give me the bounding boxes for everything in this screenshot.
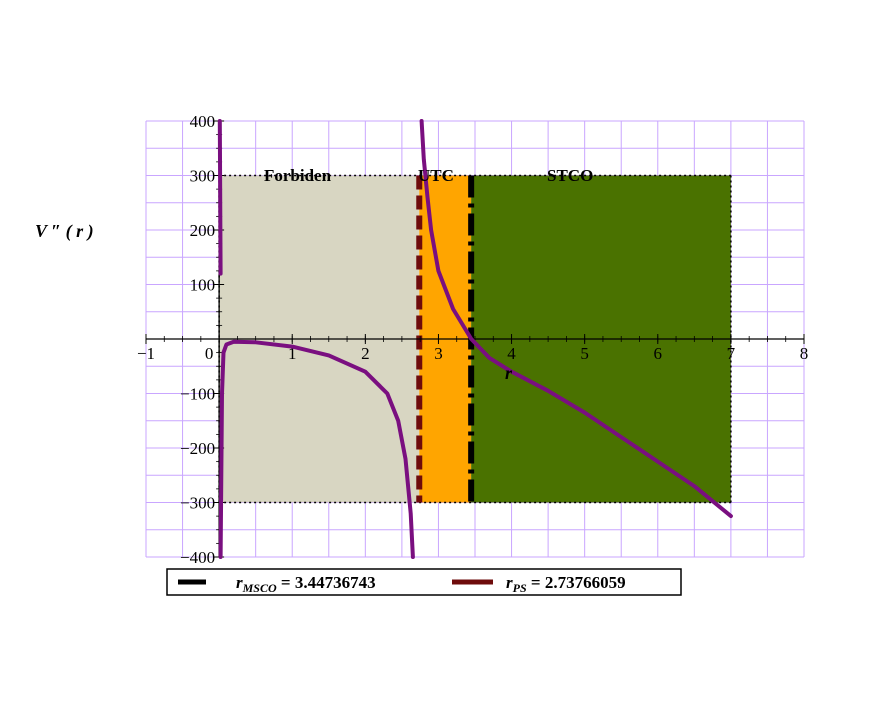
y-tick-label: 200: [190, 221, 216, 240]
x-tick-label: 6: [654, 344, 663, 363]
y-axis-title: V ″ ( r ): [35, 221, 94, 242]
x-tick-label: 1: [288, 344, 297, 363]
curve-segment: [419, 119, 733, 519]
x-tick-label: 2: [361, 344, 370, 363]
x-tick-label: 0: [205, 344, 214, 363]
x-axis-title: r: [505, 363, 513, 383]
labels: Forbiden UTC STCO: [264, 166, 593, 185]
curves: [217, 119, 733, 559]
region-label-utc: UTC: [418, 166, 454, 185]
x-tick-label: 7: [727, 344, 736, 363]
region-label-stco: STCO: [547, 166, 593, 185]
y-tick-label: 100: [190, 276, 216, 295]
legend-label: rPS = 2.73766059: [506, 573, 626, 595]
legend-label: rMSCO = 3.44736743: [236, 573, 376, 595]
y-tick-label: −200: [180, 439, 215, 458]
legend: rMSCO = 3.44736743 rPS = 2.73766059: [166, 568, 682, 596]
y-tick-label: −300: [180, 494, 215, 513]
x-tick-label: −1: [137, 344, 155, 363]
curve-segment: [218, 339, 415, 559]
legend-box: [166, 568, 682, 596]
y-tick-label: 400: [190, 112, 216, 131]
x-tick-label: 4: [507, 344, 516, 363]
axes: −1 0 1 2 3 4 5 6 7 8 −400 −300 −200 −100 100 200 300 400: [137, 112, 808, 567]
curve-segment: [217, 119, 223, 276]
y-tick-label: −100: [180, 385, 215, 404]
x-tick-label: 3: [434, 344, 443, 363]
region-label-forbiden: Forbiden: [264, 166, 332, 185]
x-tick-label: 8: [800, 344, 809, 363]
x-tick-label: 5: [580, 344, 589, 363]
y-tick-label: −400: [180, 548, 215, 567]
y-tick-label: 300: [190, 167, 216, 186]
